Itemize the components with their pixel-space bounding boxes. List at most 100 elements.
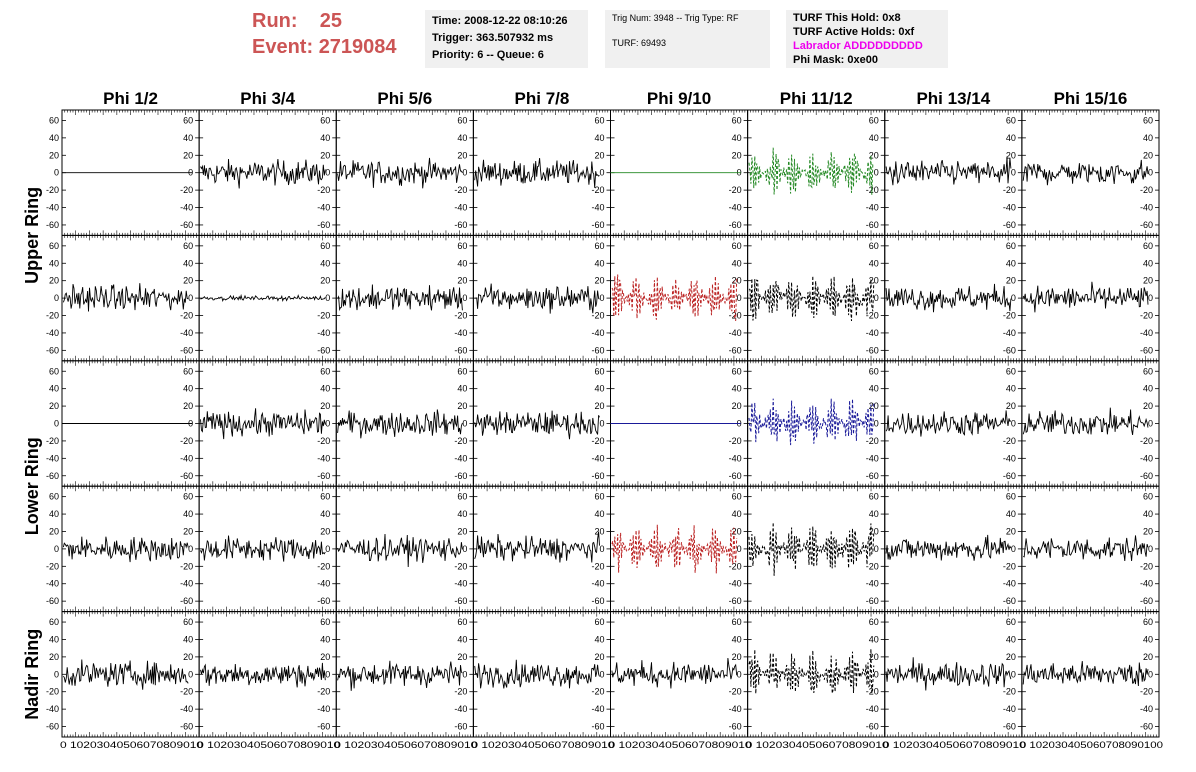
y-tick-label: 40 bbox=[49, 258, 59, 268]
panel-frame bbox=[747, 485, 886, 613]
y-tick-label: -40 bbox=[180, 579, 193, 589]
y-tick-label: 20 bbox=[49, 401, 59, 411]
y-tick-label: -60 bbox=[591, 471, 604, 481]
y-tick-label: 60 bbox=[1143, 241, 1153, 251]
y-tick-label: 20 bbox=[1006, 401, 1016, 411]
y-tick-label: -40 bbox=[454, 453, 467, 463]
waveform-trace bbox=[1023, 535, 1149, 562]
y-tick-label: 40 bbox=[732, 509, 742, 519]
y-tick-label: -40 bbox=[729, 579, 742, 589]
y-tick-label: 20 bbox=[1143, 150, 1153, 160]
y-tick-label: -60 bbox=[866, 722, 879, 732]
y-tick-label: -60 bbox=[46, 722, 59, 732]
y-tick-label: 0 bbox=[599, 669, 604, 679]
y-tick-label: 20 bbox=[869, 150, 879, 160]
y-tick-label: 20 bbox=[183, 652, 193, 662]
y-tick-label: -20 bbox=[1140, 436, 1153, 446]
y-tick-label: 40 bbox=[457, 133, 467, 143]
y-tick-label: -20 bbox=[591, 687, 604, 697]
y-tick-label: 20 bbox=[457, 401, 467, 411]
y-tick-label: 40 bbox=[457, 384, 467, 394]
y-tick-label: -60 bbox=[180, 220, 193, 230]
waveform-trace bbox=[200, 158, 326, 189]
waveform-trace bbox=[474, 410, 600, 440]
y-tick-label: 40 bbox=[320, 634, 330, 644]
y-tick-label: 20 bbox=[320, 652, 330, 662]
y-tick-label: -60 bbox=[180, 471, 193, 481]
time-text: Time: 2008-12-22 08:10:26 bbox=[432, 15, 568, 27]
waveform-trace bbox=[748, 398, 875, 446]
y-tick-label: -60 bbox=[1140, 722, 1153, 732]
y-tick-label: 0 bbox=[1011, 544, 1016, 554]
y-tick-label: -20 bbox=[180, 687, 193, 697]
y-tick-label: 60 bbox=[49, 366, 59, 376]
y-tick-label: 60 bbox=[594, 492, 604, 502]
waveform-trace bbox=[337, 533, 463, 568]
y-tick-label: -20 bbox=[317, 561, 330, 571]
y-tick-label: 0 bbox=[874, 293, 879, 303]
y-tick-label: 0 bbox=[188, 293, 193, 303]
y-tick-label: 60 bbox=[457, 366, 467, 376]
y-tick-label: 20 bbox=[594, 150, 604, 160]
y-tick-label: -20 bbox=[866, 436, 879, 446]
y-tick-label: -60 bbox=[317, 596, 330, 606]
panel-frame bbox=[472, 611, 611, 738]
y-tick-label: 0 bbox=[325, 419, 330, 429]
y-tick-label: 0 bbox=[737, 669, 742, 679]
y-tick-label: 60 bbox=[1143, 115, 1153, 125]
y-tick-label: -40 bbox=[317, 704, 330, 714]
y-tick-label: -40 bbox=[591, 453, 604, 463]
waveform-trace bbox=[62, 536, 189, 563]
y-tick-label: 60 bbox=[1143, 492, 1153, 502]
y-tick-label: -40 bbox=[180, 328, 193, 338]
y-tick-label: -40 bbox=[180, 203, 193, 213]
y-tick-label: 0 bbox=[188, 544, 193, 554]
y-tick-label: 40 bbox=[594, 133, 604, 143]
y-tick-label: -40 bbox=[591, 203, 604, 213]
y-tick-label: 0 bbox=[54, 419, 59, 429]
y-tick-label: -20 bbox=[454, 436, 467, 446]
column-title: Phi 7/8 bbox=[515, 89, 570, 108]
y-tick-label: 0 bbox=[874, 168, 879, 178]
y-tick-label: -60 bbox=[46, 596, 59, 606]
turf-active-text: TURF Active Holds: 0xf bbox=[793, 26, 915, 38]
y-tick-label: 60 bbox=[49, 617, 59, 627]
y-tick-label: 0 bbox=[54, 669, 59, 679]
y-tick-label: 20 bbox=[594, 652, 604, 662]
y-tick-label: 20 bbox=[457, 526, 467, 536]
y-tick-label: -40 bbox=[317, 203, 330, 213]
y-tick-label: -60 bbox=[317, 220, 330, 230]
y-tick-label: 0 bbox=[54, 293, 59, 303]
y-tick-label: 0 bbox=[54, 168, 59, 178]
y-tick-label: -20 bbox=[1003, 436, 1016, 446]
y-tick-label: 60 bbox=[183, 366, 193, 376]
waveform-trace bbox=[200, 662, 326, 688]
y-tick-label: 40 bbox=[49, 133, 59, 143]
y-tick-label: -60 bbox=[317, 722, 330, 732]
y-tick-label: -40 bbox=[1140, 203, 1153, 213]
y-tick-label: -20 bbox=[1003, 185, 1016, 195]
panel-frame bbox=[747, 360, 886, 487]
y-tick-label: -40 bbox=[1140, 453, 1153, 463]
y-tick-label: 60 bbox=[1006, 366, 1016, 376]
y-tick-label: 0 bbox=[462, 669, 467, 679]
waveform-trace bbox=[1022, 159, 1149, 186]
y-tick-label: 60 bbox=[49, 492, 59, 502]
y-tick-label: -60 bbox=[46, 220, 59, 230]
y-tick-label: 60 bbox=[594, 617, 604, 627]
y-tick-label: 20 bbox=[320, 276, 330, 286]
labrador-text: Labrador ADDDDDDDDD bbox=[793, 40, 923, 52]
y-tick-label: 0 bbox=[462, 419, 467, 429]
y-tick-label: 20 bbox=[183, 401, 193, 411]
run-event-label: Run: 25 Event: 2719084 bbox=[252, 8, 397, 60]
